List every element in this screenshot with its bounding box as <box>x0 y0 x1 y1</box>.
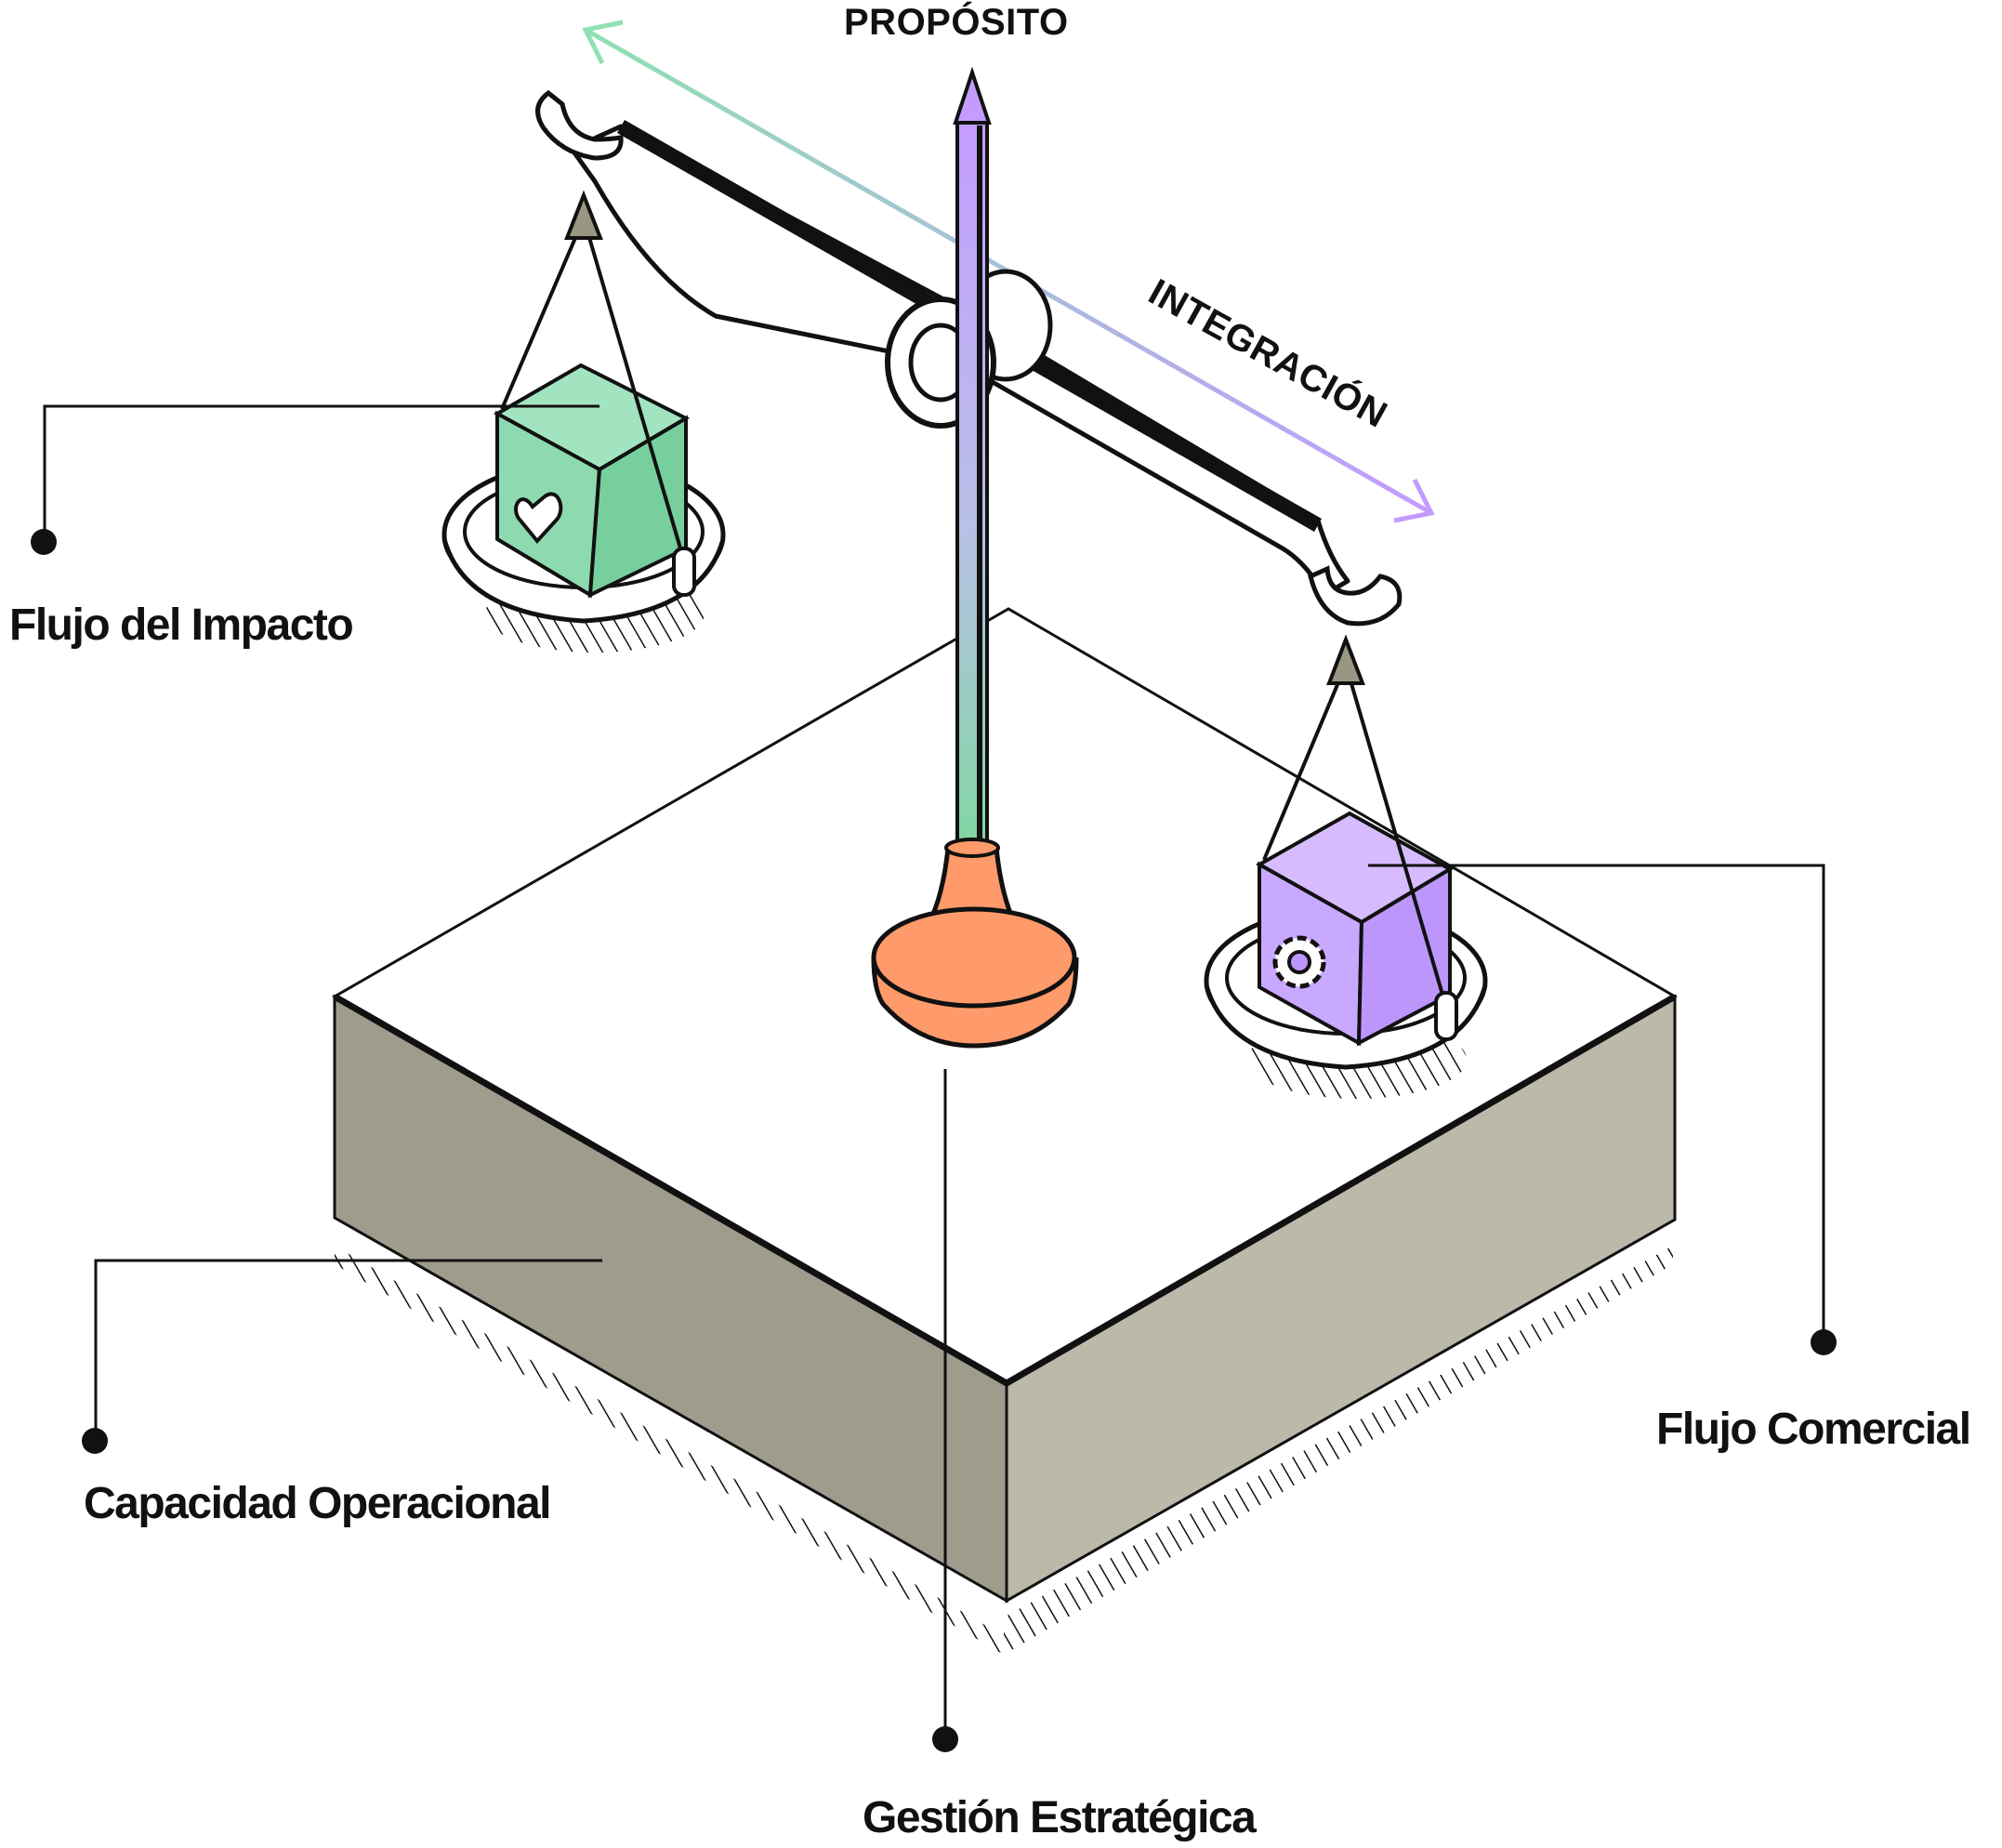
leader-strategic-dot <box>932 1726 958 1752</box>
label-strategic-management: Gestión Estratégica <box>863 1793 1257 1842</box>
arrow-head-left <box>582 20 624 65</box>
right-hanger-cone <box>1326 634 1365 685</box>
base-shadow-left <box>335 1246 1004 1655</box>
title-proposito: PROPÓSITO <box>844 2 1069 43</box>
center-pole <box>871 66 1079 1049</box>
pole-base-disc-top <box>871 906 1077 1009</box>
right-string-b <box>1344 664 1447 1005</box>
right-pan-assembly <box>1204 634 1488 1099</box>
right-hook <box>1308 565 1403 627</box>
left-pan-assembly <box>441 190 726 653</box>
left-string-a <box>500 218 586 410</box>
leader-lines <box>31 404 1837 1752</box>
right-clip <box>1434 991 1458 1041</box>
base-shadow-right <box>1004 1246 1673 1655</box>
left-string-b <box>582 218 685 559</box>
label-commercial-flow: Flujo Comercial <box>1656 1405 1971 1454</box>
leader-commercial <box>1368 864 1825 1339</box>
leader-impact <box>43 404 599 539</box>
label-impact-flow: Flujo del Impacto <box>9 601 354 650</box>
leader-capacity-dot <box>82 1428 108 1454</box>
base-front-edge-right <box>1005 993 1677 1387</box>
pole-base-collar-top <box>944 838 1000 858</box>
gear-icon <box>1272 935 1326 989</box>
left-hook <box>535 89 624 161</box>
right-string-a <box>1262 664 1348 861</box>
left-clip <box>672 547 696 597</box>
base-front-edge <box>333 993 1008 1387</box>
leader-capacity <box>94 1259 602 1438</box>
label-operational-capacity: Capacidad Operacional <box>84 1479 552 1528</box>
pole-shaft <box>955 119 989 862</box>
left-hanger-cone <box>564 190 603 240</box>
leader-impact-dot <box>31 529 57 555</box>
heart-icon <box>514 492 563 545</box>
leader-commercial-dot <box>1811 1329 1837 1355</box>
arrow-head-right <box>1393 478 1435 523</box>
pole-tip <box>953 66 992 125</box>
